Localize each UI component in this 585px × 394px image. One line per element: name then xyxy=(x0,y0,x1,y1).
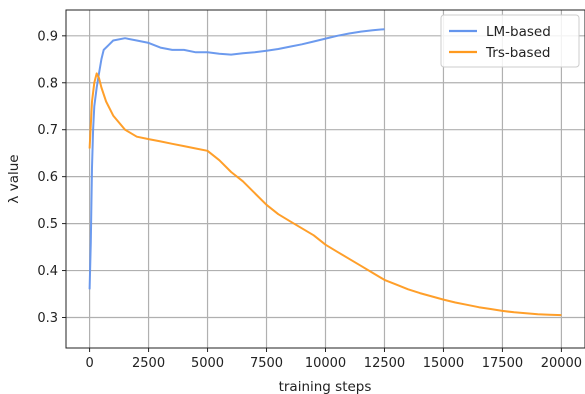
x-tick-label: 12500 xyxy=(364,356,405,371)
y-tick-label: 0.5 xyxy=(37,217,58,232)
x-tick-label: 2500 xyxy=(132,356,165,371)
legend-box xyxy=(440,14,580,68)
x-tick-label: 20000 xyxy=(541,356,582,371)
x-tick-label: 0 xyxy=(85,356,93,371)
y-tick-label: 0.7 xyxy=(37,123,58,138)
series-layer xyxy=(88,28,562,317)
ticks: 0 2500 5000 7500 10000 12500 15000 17500 20000 0.… xyxy=(37,29,582,371)
x-tick-label: 5000 xyxy=(191,356,224,371)
y-axis-label: λ value xyxy=(6,154,22,203)
y-tick-label: 0.9 xyxy=(37,29,58,44)
y-tick-label: 0.4 xyxy=(37,264,58,279)
series-line-lm-based xyxy=(88,28,385,290)
legend-label: LM-based xyxy=(486,24,551,40)
x-tick-label: 17500 xyxy=(482,356,523,371)
x-axis-label: training steps xyxy=(279,379,372,394)
y-tick-label: 0.3 xyxy=(37,311,58,326)
series-line-trs-based xyxy=(88,72,562,317)
legend-label: Trs-based xyxy=(485,45,550,61)
legend: LM-based Trs-based xyxy=(440,14,580,68)
x-tick-label: 10000 xyxy=(305,356,346,371)
x-tick-label: 15000 xyxy=(423,356,464,371)
y-tick-label: 0.8 xyxy=(37,76,58,91)
y-tick-label: 0.6 xyxy=(37,170,58,185)
x-tick-label: 7500 xyxy=(250,356,283,371)
